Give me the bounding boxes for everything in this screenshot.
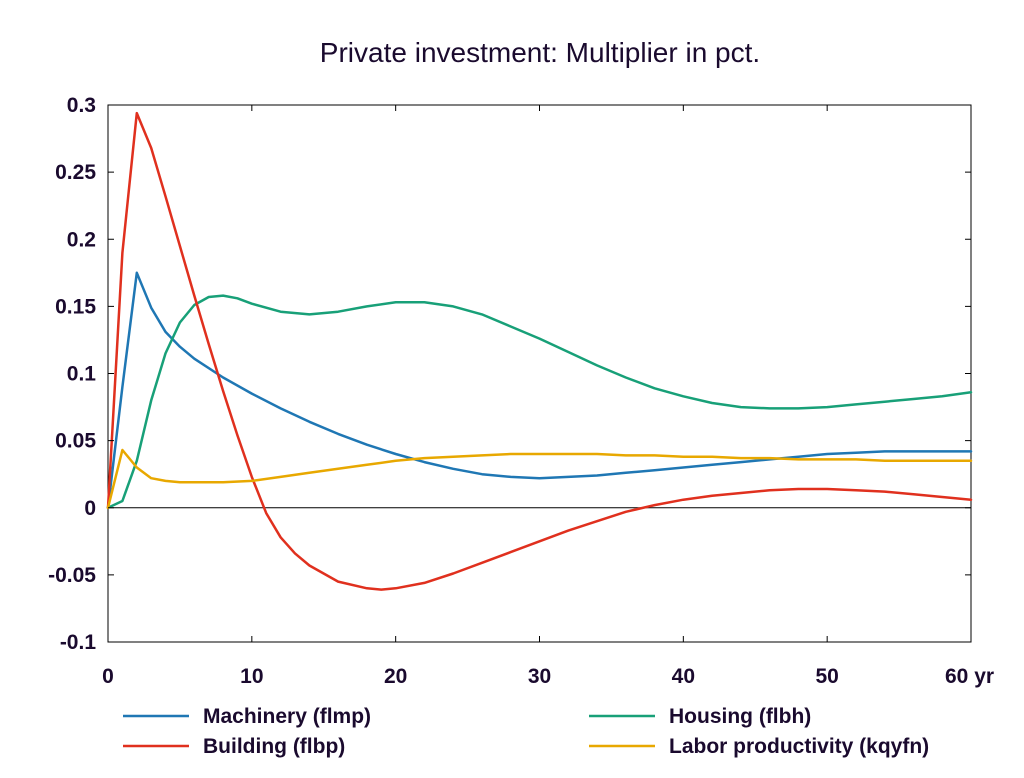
plot-frame (107, 104, 972, 643)
legend-label-3: Labor productivity (kqyfn) (669, 735, 929, 758)
x-tick-label: 30 (528, 665, 551, 688)
y-tick-label: 0.1 (67, 363, 97, 386)
series-line-1 (106, 294, 973, 510)
series-line-2 (106, 111, 973, 591)
series-line-0 (106, 271, 973, 510)
x-tick-label: 40 (672, 665, 695, 688)
y-tick-label: 0.25 (55, 161, 96, 184)
x-tick-label: 10 (240, 665, 263, 688)
x-tick-label: 20 (384, 665, 407, 688)
plot-area (106, 104, 973, 643)
legend-label-2: Building (flbp) (203, 735, 345, 758)
y-tick-label: -0.05 (48, 564, 96, 587)
y-axis: -0.1 -0.05 0 0.05 0.1 0.15 0.2 0.25 0.3 (48, 94, 971, 654)
x-axis: 0 10 20 30 40 50 60 yr (102, 105, 994, 688)
y-tick-label: 0.15 (55, 295, 96, 318)
y-tick-label: -0.1 (60, 631, 97, 654)
x-tick-label: 50 (815, 665, 838, 688)
y-tick-label: 0.3 (67, 94, 96, 117)
x-tick-label: 60 yr (945, 665, 994, 688)
x-tick-label: 0 (102, 665, 114, 688)
y-tick-label: 0.2 (67, 228, 96, 251)
y-tick-label: 0.05 (55, 430, 96, 453)
y-tick-label: 0 (84, 497, 96, 520)
legend-label-0: Machinery (flmp) (203, 705, 371, 728)
legend: Machinery (flmp) Housing (flbh) Building (… (123, 705, 929, 758)
series-line-3 (106, 448, 973, 510)
legend-label-1: Housing (flbh) (669, 705, 811, 728)
chart-title: Private investment: Multiplier in pct. (320, 37, 760, 68)
